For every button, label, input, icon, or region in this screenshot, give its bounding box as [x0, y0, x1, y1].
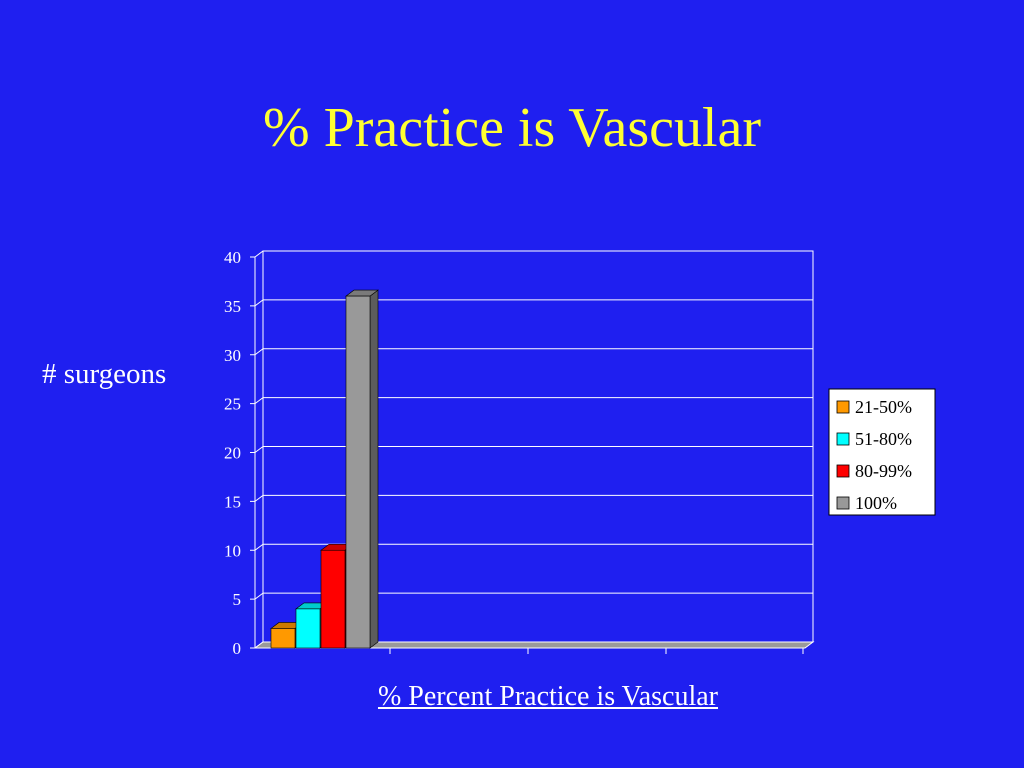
y-axis-label: # surgeons [42, 358, 167, 390]
legend-label: 21-50% [855, 397, 912, 417]
y-tick-label: 10 [224, 541, 241, 560]
gridline-side [254, 446, 264, 453]
bar-side [369, 289, 379, 649]
gridline-side [254, 250, 264, 258]
gridline-side [254, 494, 264, 502]
bar-front [320, 549, 346, 649]
gridline-side [254, 348, 264, 356]
y-tick-label: 0 [233, 639, 242, 658]
legend-label: 80-99% [855, 461, 912, 481]
bar-front [295, 608, 321, 649]
slide-title: % Practice is Vascular [262, 97, 762, 159]
legend-swatch [836, 464, 850, 478]
y-tick-label: 5 [233, 590, 242, 609]
bar-front [270, 628, 296, 649]
y-tick-label: 25 [224, 395, 241, 414]
y-tick-label: 20 [224, 444, 241, 463]
legend-label: 51-80% [855, 429, 912, 449]
legend-swatch [836, 400, 850, 414]
plot-floor [253, 641, 815, 649]
legend-label: 100% [855, 493, 897, 513]
bar-front [345, 295, 371, 649]
legend-swatch [836, 432, 850, 446]
bar-100% [345, 289, 379, 649]
gridline-side [254, 397, 264, 405]
gridline-side [254, 543, 264, 551]
x-axis-caption: % Percent Practice is Vascular [377, 681, 719, 712]
bar-51-80% [295, 602, 329, 649]
gridline-side [254, 592, 264, 600]
legend-swatch [836, 496, 850, 510]
y-tick-label: 35 [224, 297, 241, 316]
gridline-side [254, 299, 264, 307]
y-tick-label: 15 [224, 492, 241, 511]
y-tick-label: 40 [224, 248, 241, 267]
y-tick-label: 30 [224, 346, 241, 365]
